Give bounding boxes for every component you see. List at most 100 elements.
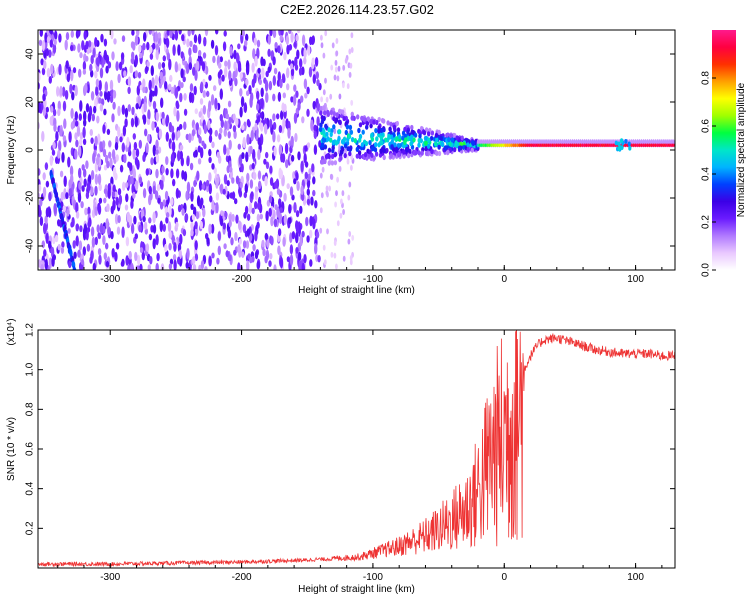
spectrogram-cell [277, 228, 282, 237]
spectrogram-cell [245, 64, 250, 76]
spectrogram-cell [79, 100, 83, 112]
spectrogram-cell [90, 226, 95, 237]
spectrogram-cell [147, 109, 151, 121]
spectrogram-cell [125, 236, 130, 247]
spectrogram-cell [62, 86, 66, 97]
spectrogram-cell [124, 107, 129, 118]
spectrogram-cell [194, 108, 198, 115]
spectrogram-cell [162, 199, 166, 207]
spectrogram-cell [139, 84, 144, 91]
spectrogram-cell [40, 58, 44, 66]
spectrogram-cell [139, 247, 144, 254]
spectrogram-cell [164, 81, 168, 90]
spectrogram-cell [265, 92, 269, 103]
spectrogram-cell [335, 263, 338, 270]
spectrogram-cell [243, 212, 247, 219]
spectrogram-cell [413, 132, 418, 138]
spectrogram-cell [172, 30, 176, 34]
spectrogram-cell [61, 241, 65, 249]
spectrogram-cell [273, 218, 278, 228]
spectrogram-cell [147, 134, 151, 143]
spectrogram-cell [192, 256, 196, 265]
spectrogram-cell [235, 117, 239, 127]
spectrogram-cell [154, 31, 158, 43]
spectrogram-cell [338, 108, 342, 114]
spectrogram-cell [298, 260, 302, 270]
spectrogram-cell [347, 194, 351, 201]
spectrogram-cell [67, 156, 71, 168]
spectrogram-cell [357, 150, 362, 156]
y-tick-label: 20 [25, 96, 36, 108]
spectrogram-cell [346, 158, 350, 165]
spectrogram-cell [92, 152, 96, 164]
spectrogram-cell [281, 153, 286, 164]
spectrogram-cell [259, 213, 263, 220]
spectrogram-cell [208, 256, 212, 267]
spectrogram-cell [83, 168, 87, 178]
spectrogram-cell [313, 130, 317, 140]
spectrogram-cell [295, 34, 299, 42]
x-tick-label: -100 [363, 274, 383, 285]
spectrogram-cell [198, 127, 202, 136]
spectrogram-cell [259, 112, 263, 118]
spectrogram-cell [303, 47, 307, 59]
spectrogram-cell [194, 253, 199, 261]
spectrogram-cell [139, 52, 143, 59]
spectrogram-cell [127, 86, 131, 95]
spectrogram-cell [316, 102, 321, 112]
spectrogram-cell [408, 148, 412, 154]
spectrogram-cell [65, 60, 69, 69]
spectrogram-cell [326, 228, 329, 235]
spectrogram-cell [559, 143, 562, 147]
spectrogram-cell [638, 143, 641, 147]
spectrogram-cell [227, 131, 231, 139]
x-tick-label: -300 [100, 274, 120, 285]
spectrogram-cell [177, 130, 181, 139]
spectrogram-cell [273, 264, 277, 270]
spectrogram-cell [573, 143, 576, 147]
spectrogram-cell [339, 155, 343, 161]
spectrogram-cell [410, 129, 414, 135]
spectrogram-cell [340, 198, 343, 205]
spectrogram-cell [229, 166, 233, 173]
spectrogram-cell [223, 128, 227, 137]
spectrogram-cell [264, 123, 268, 135]
spectrogram-cell [45, 207, 50, 218]
spectrogram-cell [52, 141, 56, 150]
spectrogram-cell [202, 207, 206, 218]
spectrogram-cell [227, 100, 232, 108]
colorbar-label: Normalized spectral amplitude [736, 82, 747, 217]
spectrogram-cell [242, 136, 246, 149]
spectrogram-cell [85, 191, 90, 199]
spectrogram-cell [394, 146, 398, 152]
spectrogram-cell [96, 224, 100, 233]
spectrogram-cell [200, 260, 205, 270]
spectrogram-cell [276, 113, 280, 120]
spectrogram-cell [57, 108, 61, 117]
spectrogram-cell [239, 106, 243, 118]
spectrogram-cell [447, 137, 451, 143]
spectrogram-cell [139, 263, 143, 270]
spectrogram-cell [370, 152, 374, 158]
spectrogram-cell [202, 105, 207, 115]
spectrogram-cell [357, 127, 361, 134]
spectrogram-cell [127, 174, 132, 186]
spectrogram-cell [134, 35, 139, 46]
spectrogram-cell [320, 119, 325, 125]
x-tick-label: 0 [501, 572, 507, 583]
snr-panel: -300 -200 -100 0 100 0.2 0.4 0.6 0.8 1.0 1.2 Heig… [6, 318, 676, 595]
spectrogram-cell [267, 48, 271, 58]
spectrogram-cell [111, 191, 116, 198]
spectrogram-x-ticks: -300 -200 -100 0 100 [57, 30, 663, 285]
spectrogram-cell [319, 110, 323, 116]
spectrogram-cell [326, 109, 330, 115]
spectrogram-cell [598, 143, 602, 147]
spectrogram-cell [341, 190, 345, 197]
spectrogram-cell [83, 110, 87, 122]
spectrogram-cell [235, 175, 240, 185]
spectrogram-cell [115, 61, 119, 72]
spectrogram-cell [437, 150, 442, 157]
spectrogram-cell [269, 177, 274, 186]
spectrogram-cell [320, 142, 325, 148]
spectrogram-cell [222, 188, 226, 195]
